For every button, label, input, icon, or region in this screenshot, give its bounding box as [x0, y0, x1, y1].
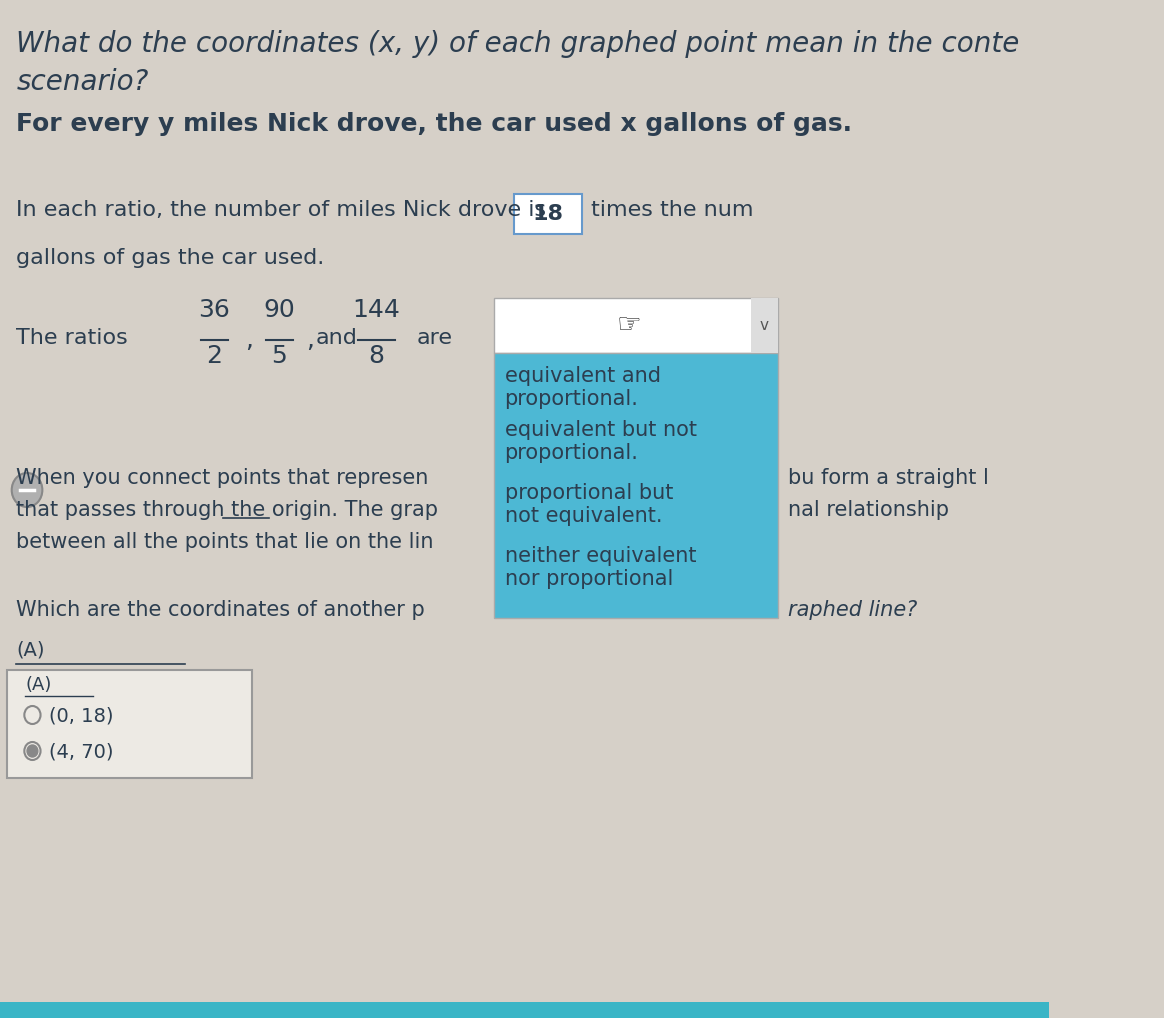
Bar: [751, 298, 778, 353]
Text: raphed line?: raphed line?: [788, 600, 917, 620]
Text: 18: 18: [532, 204, 563, 224]
Bar: [0, 1002, 1049, 1018]
Text: The ratios: The ratios: [16, 328, 128, 348]
Text: are: are: [417, 328, 453, 348]
Text: In each ratio, the number of miles Nick drove is: In each ratio, the number of miles Nick …: [16, 200, 546, 220]
Text: that passes through the origin. The grap: that passes through the origin. The grap: [16, 500, 438, 520]
Text: (A): (A): [16, 640, 44, 659]
Text: ☞: ☞: [617, 312, 641, 339]
Text: When you connect points that represen: When you connect points that represen: [16, 468, 428, 488]
Circle shape: [12, 473, 42, 507]
Text: nal relationship: nal relationship: [788, 500, 950, 520]
Text: times the num: times the num: [591, 200, 753, 220]
Text: ,: ,: [246, 328, 253, 352]
Text: nor proportional: nor proportional: [504, 569, 673, 589]
Text: 90: 90: [263, 298, 296, 322]
Text: (A): (A): [26, 676, 51, 694]
Text: scenario?: scenario?: [16, 68, 149, 96]
Text: gallons of gas the car used.: gallons of gas the car used.: [16, 248, 325, 268]
Text: (4, 70): (4, 70): [49, 742, 113, 761]
Bar: [7, 670, 253, 778]
Text: equivalent but not: equivalent but not: [504, 420, 696, 440]
Bar: [494, 298, 778, 353]
Text: v: v: [760, 318, 768, 333]
Bar: [494, 353, 778, 618]
Text: 36: 36: [199, 298, 230, 322]
Text: 5: 5: [271, 344, 288, 367]
Text: and: and: [315, 328, 357, 348]
Text: 2: 2: [206, 344, 222, 367]
Circle shape: [27, 745, 38, 757]
Text: bu form a straight l: bu form a straight l: [788, 468, 989, 488]
Text: Which are the coordinates of another p: Which are the coordinates of another p: [16, 600, 425, 620]
FancyBboxPatch shape: [513, 194, 582, 234]
Text: (0, 18): (0, 18): [49, 706, 113, 725]
Text: What do the coordinates (x, y) of each graphed point mean in the conte: What do the coordinates (x, y) of each g…: [16, 30, 1020, 58]
Text: proportional.: proportional.: [504, 443, 638, 463]
Text: between all the points that lie on the lin: between all the points that lie on the l…: [16, 532, 434, 552]
Text: neither equivalent: neither equivalent: [504, 546, 696, 566]
Text: For every y miles Nick drove, the car used x gallons of gas.: For every y miles Nick drove, the car us…: [16, 112, 852, 136]
Text: ,: ,: [306, 328, 314, 352]
Text: proportional but: proportional but: [504, 483, 673, 503]
Text: not equivalent.: not equivalent.: [504, 506, 662, 526]
Text: 144: 144: [353, 298, 400, 322]
Text: equivalent and: equivalent and: [504, 366, 660, 386]
Text: 8: 8: [369, 344, 384, 367]
Text: proportional.: proportional.: [504, 389, 638, 409]
